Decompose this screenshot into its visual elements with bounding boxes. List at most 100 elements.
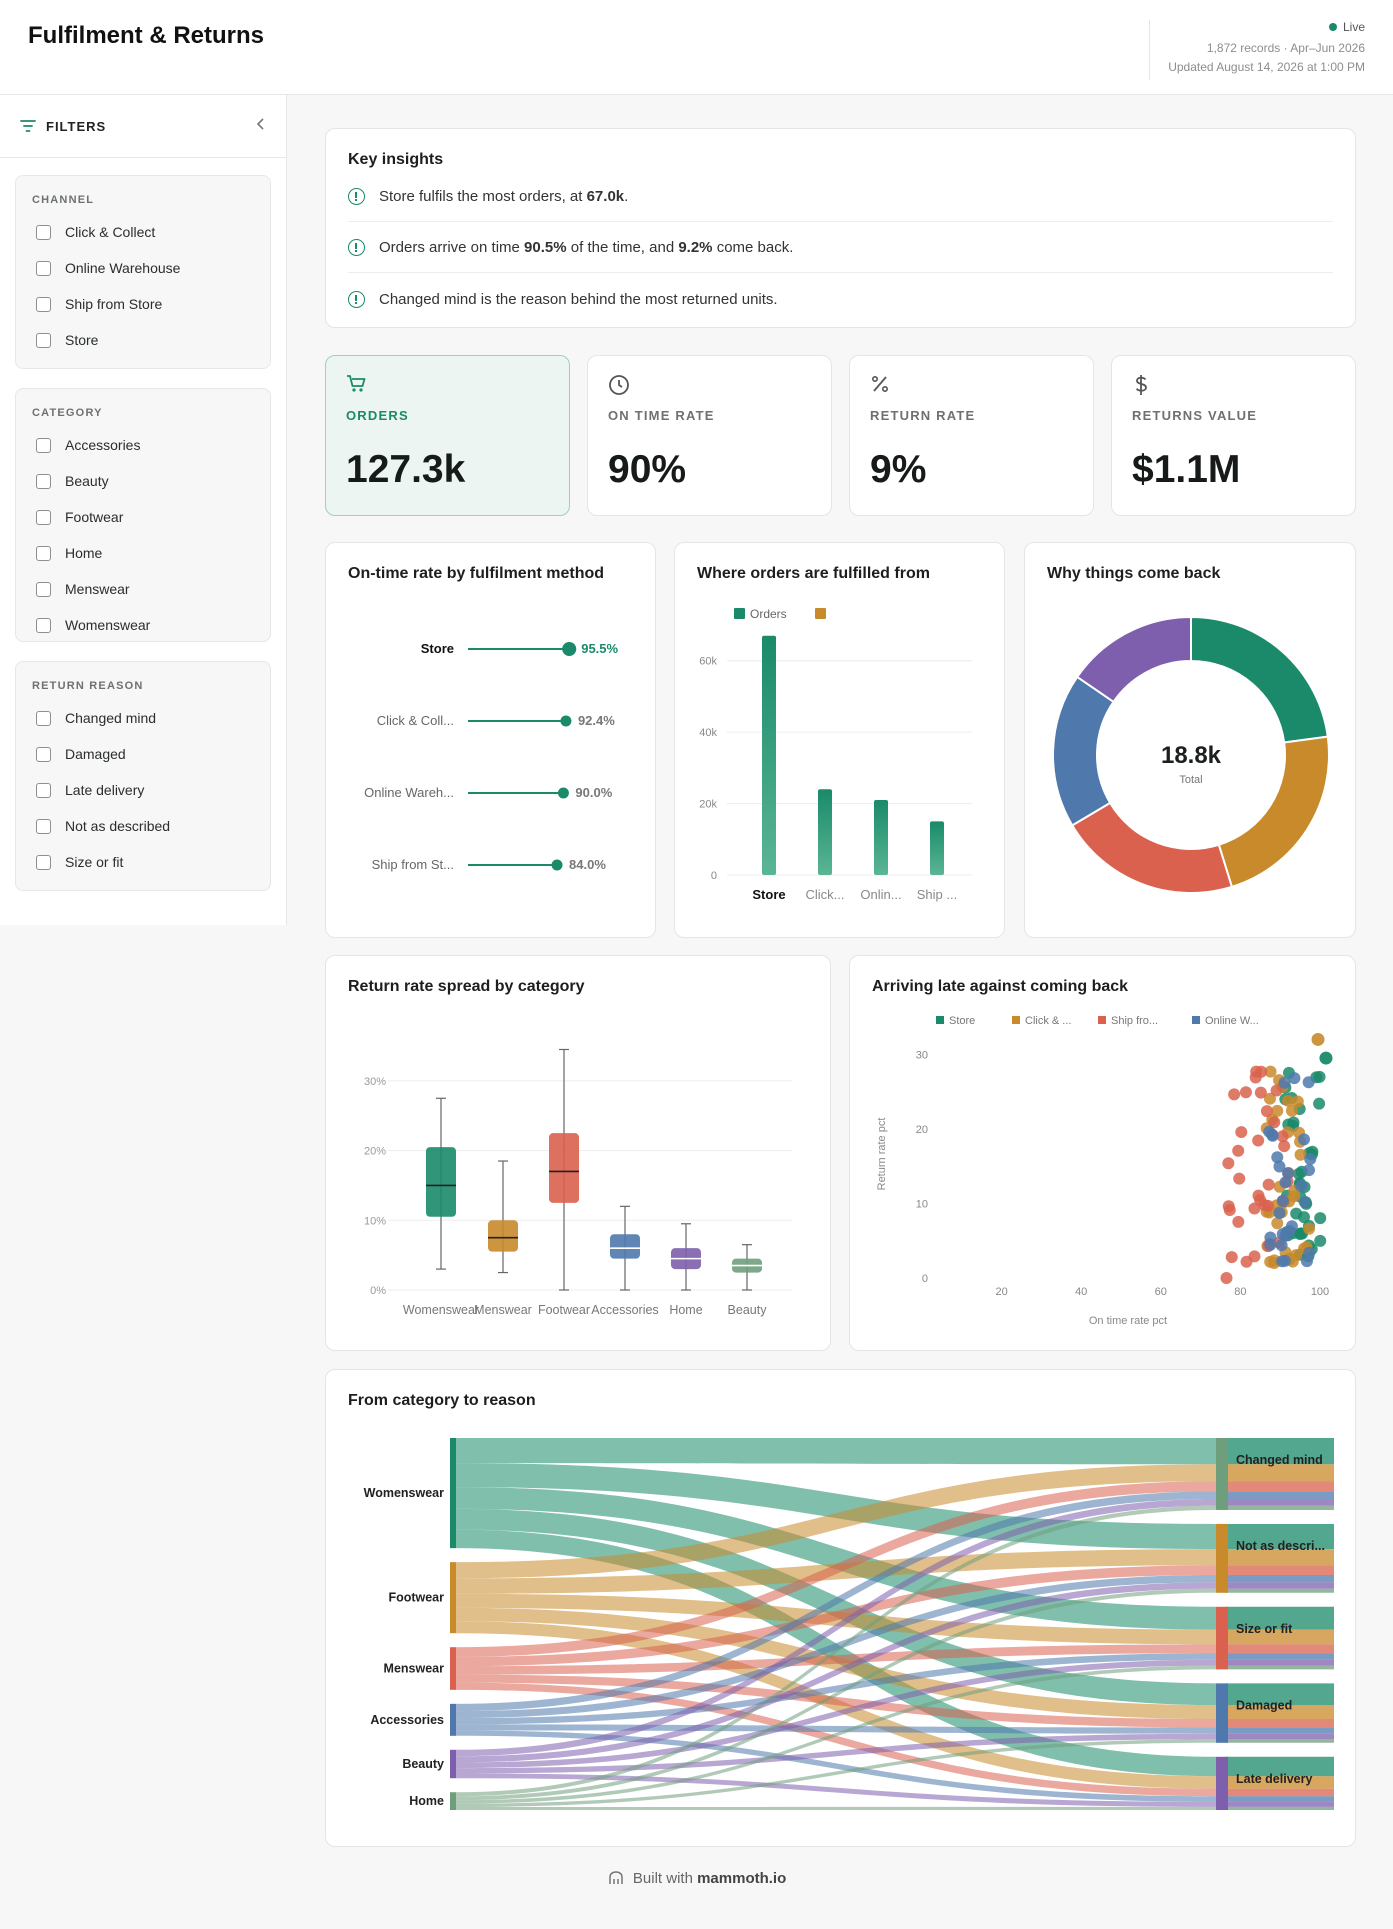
- sankey-link: [456, 1487, 1216, 1630]
- filter-option-label: Womenswear: [65, 617, 151, 633]
- checkbox[interactable]: [36, 473, 51, 489]
- kpi-card-orders[interactable]: ORDERS 127.3k: [325, 355, 570, 516]
- kpi-card-on-time-rate[interactable]: ON TIME RATE 90%: [587, 355, 832, 516]
- scatter-point: [1288, 1072, 1301, 1085]
- late-vs-returns-scatter: Store Click & ... Ship fro... Online W... 0 1…: [876, 1015, 1333, 1327]
- filter-option-label: Accessories: [65, 437, 141, 453]
- sankey-target-label: Damaged: [1236, 1698, 1292, 1712]
- donut-slice: [1190, 615, 1329, 744]
- insight-text: Changed mind is the reason behind the mo…: [379, 290, 778, 308]
- sankey-source-node: [450, 1749, 456, 1779]
- sankey-link-tail: [1226, 1505, 1334, 1510]
- dollar-icon: [1135, 375, 1147, 395]
- checkbox[interactable]: [36, 545, 51, 561]
- sankey-link-tail: [1226, 1565, 1334, 1575]
- filter-option-menswear[interactable]: Menswear: [36, 581, 130, 597]
- scatter-point: [1239, 1086, 1252, 1099]
- sankey-link-tail: [1226, 1719, 1334, 1728]
- scatter-point: [1271, 1104, 1284, 1117]
- scatter-point: [1270, 1084, 1283, 1097]
- filter-option-online-warehouse[interactable]: Online Warehouse: [36, 260, 180, 276]
- ontime-by-method-card: On-time rate by fulfilment method Store 9…: [325, 542, 656, 938]
- filter-option-home[interactable]: Home: [36, 545, 102, 561]
- checkbox[interactable]: [36, 818, 51, 834]
- checkbox[interactable]: [36, 224, 51, 240]
- legend-swatch: [936, 1016, 944, 1024]
- sankey-link: [456, 1505, 1216, 1797]
- filter-option-label: Footwear: [65, 509, 124, 525]
- checkbox[interactable]: [36, 332, 51, 348]
- insight-text: Orders arrive on time: [379, 239, 525, 256]
- mammoth-logo-icon: [608, 1871, 623, 1884]
- scatter-point: [1279, 1176, 1292, 1189]
- checkbox[interactable]: [36, 746, 51, 762]
- checkbox[interactable]: [36, 854, 51, 870]
- checkbox[interactable]: [36, 581, 51, 597]
- scatter-point: [1250, 1065, 1263, 1078]
- kpi-card-returns-value[interactable]: RETURNS VALUE $1.1M: [1111, 355, 1356, 516]
- filter-option-ship-from-store[interactable]: Ship from Store: [36, 296, 162, 312]
- kpi-label: RETURN RATE: [870, 408, 976, 423]
- scatter-point: [1254, 1086, 1267, 1099]
- scatter-point: [1278, 1254, 1291, 1267]
- filter-option-accessories[interactable]: Accessories: [36, 437, 140, 453]
- chart-title: Return rate spread by category: [348, 978, 585, 995]
- filter-option-beauty[interactable]: Beauty: [36, 473, 109, 489]
- filter-option-not-as-described[interactable]: Not as described: [36, 818, 170, 834]
- legend-swatch: [1098, 1016, 1106, 1024]
- box-iqr: [549, 1133, 579, 1203]
- scatter-point: [1235, 1126, 1248, 1139]
- checkbox[interactable]: [36, 710, 51, 726]
- sankey-source-node: [450, 1647, 456, 1690]
- insight-text: of the time, and: [566, 239, 679, 256]
- collapse-sidebar-button[interactable]: [256, 117, 266, 135]
- sankey-link-tail: [1226, 1733, 1334, 1740]
- category-to-reason-card: From category to reason Womenswear Footwe…: [325, 1369, 1356, 1847]
- sankey-link: [456, 1739, 1216, 1808]
- scatter-point: [1314, 1234, 1327, 1247]
- donut-slice: [1052, 675, 1115, 827]
- checkbox[interactable]: [36, 782, 51, 798]
- y-tick-label: 40k: [699, 727, 717, 739]
- x-axis-title: On time rate pct: [1089, 1315, 1167, 1327]
- filter-option-click-collect[interactable]: Click & Collect: [36, 224, 155, 240]
- lollipop-point: [560, 715, 572, 727]
- scatter-point: [1298, 1195, 1311, 1208]
- orders-bar-chart: Orders 0 20k 40k 60k Store Click... Onlin... Shi…: [699, 607, 972, 902]
- checkbox[interactable]: [36, 260, 51, 276]
- kpi-value: 90%: [608, 448, 687, 491]
- filter-option-womenswear[interactable]: Womenswear: [36, 617, 150, 633]
- sankey-link: [456, 1438, 1216, 1465]
- footer-brand[interactable]: mammoth.io: [697, 1870, 787, 1887]
- lollipop-value-label: 84.0%: [569, 857, 606, 872]
- legend-label: Store: [949, 1015, 975, 1027]
- filter-option-footwear[interactable]: Footwear: [36, 509, 123, 525]
- filter-option-late-delivery[interactable]: Late delivery: [36, 782, 144, 798]
- sankey-link-tail: [1226, 1574, 1334, 1583]
- x-tick-label: Accessories: [591, 1303, 658, 1317]
- filter-option-damaged[interactable]: Damaged: [36, 746, 126, 762]
- filter-option-changed-mind[interactable]: Changed mind: [36, 710, 156, 726]
- filter-option-store[interactable]: Store: [36, 332, 98, 348]
- kpi-label: ORDERS: [346, 408, 409, 423]
- checkbox[interactable]: [36, 617, 51, 633]
- kpi-card-return-rate[interactable]: RETURN RATE 9%: [849, 355, 1094, 516]
- x-tick-label: 40: [1075, 1286, 1087, 1298]
- filter-option-label: Ship from Store: [65, 296, 163, 312]
- checkbox[interactable]: [36, 437, 51, 453]
- sankey-link-tail: [1226, 1582, 1334, 1589]
- checkbox[interactable]: [36, 509, 51, 525]
- filter-option-label: Size or fit: [65, 854, 124, 870]
- y-axis-title: Return rate pct: [876, 1118, 888, 1191]
- sankey-link-tail: [1226, 1806, 1334, 1810]
- orders-by-channel-card: Where orders are fulfilled from Orders 0 2…: [674, 542, 1005, 938]
- scatter-point: [1314, 1212, 1327, 1225]
- scatter-point: [1278, 1076, 1291, 1089]
- checkbox[interactable]: [36, 296, 51, 312]
- live-status: Live: [1168, 20, 1365, 34]
- scatter-point: [1290, 1207, 1303, 1220]
- x-tick-label: 20: [995, 1286, 1007, 1298]
- sankey-link-tail: [1226, 1491, 1334, 1499]
- filter-option-size-or-fit[interactable]: Size or fit: [36, 854, 123, 870]
- legend-swatch-secondary: [815, 608, 826, 619]
